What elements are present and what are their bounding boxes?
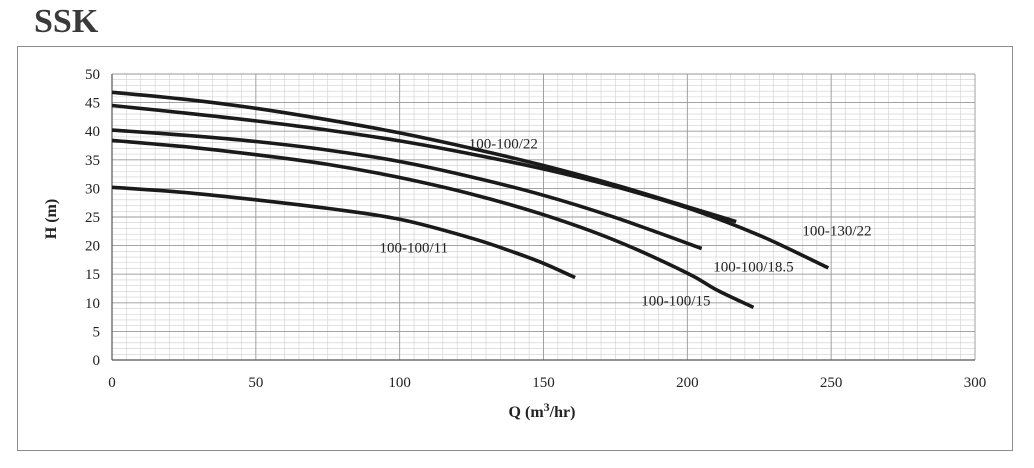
y-tick-label: 25 <box>85 210 100 226</box>
series-line-100-100-18-5 <box>111 128 703 251</box>
y-tick-label: 45 <box>85 96 100 112</box>
y-tick-label: 5 <box>93 324 101 340</box>
x-tick-label: 50 <box>248 375 263 391</box>
series-line-100-100-11 <box>111 185 576 280</box>
y-tick-label: 20 <box>85 239 100 255</box>
x-axis-label-tail: /hr) <box>549 404 576 421</box>
series-line-100-130-22 <box>111 103 830 270</box>
x-axis-label-main: Q (m <box>509 404 545 421</box>
y-tick-label: 50 <box>85 67 100 83</box>
y-tick-label: 0 <box>93 353 101 369</box>
axes <box>111 74 975 361</box>
y-tick-label: 10 <box>85 296 100 312</box>
curve-label: 100-130/22 <box>802 223 871 239</box>
x-tick-label: 150 <box>532 375 555 391</box>
y-axis-label: H (m) <box>43 199 60 239</box>
curve-label: 100-100/15 <box>641 294 710 310</box>
y-tick-label: 40 <box>85 124 100 140</box>
x-axis-label: Q (m3/hr) <box>509 400 576 421</box>
curve-label: 100-100/11 <box>380 240 449 256</box>
x-axis-label-sup: 3 <box>544 400 550 414</box>
series-line-100-100-15 <box>111 138 755 310</box>
series-lines <box>111 90 830 310</box>
curve-label: 100-100/18.5 <box>713 259 793 275</box>
x-tick-label: 100 <box>388 375 411 391</box>
y-tick-label: 35 <box>85 153 100 169</box>
x-tick-label: 300 <box>964 375 987 391</box>
x-tick-label: 250 <box>820 375 843 391</box>
y-tick-label: 15 <box>85 267 100 283</box>
chart-frame: 0 5 10 15 20 25 30 35 40 45 50 0 50 100 150 200 250 300 … <box>17 46 1013 451</box>
x-tick-label: 0 <box>108 375 116 391</box>
y-tick-labels: 0 5 10 15 20 25 30 35 40 45 50 <box>85 67 100 369</box>
page-title: SSK <box>34 3 99 40</box>
y-tick-label: 30 <box>85 181 100 197</box>
curve-label: 100-100/22 <box>469 136 538 152</box>
x-tick-label: 200 <box>676 375 699 391</box>
x-tick-labels: 0 50 100 150 200 250 300 <box>108 375 986 391</box>
series-line-100-100-22 <box>111 90 737 224</box>
curve-labels: 100-100/22 100-130/22 100-100/18.5 100-100/… <box>380 136 872 309</box>
